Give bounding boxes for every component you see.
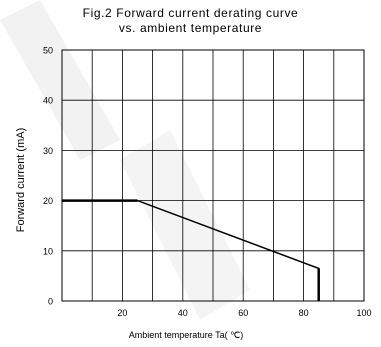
x-tick-labels: 20 40 60 80 100 — [117, 308, 371, 318]
x-axis-label: Ambient temperature Ta( ℃) — [129, 330, 244, 340]
y-tick-label: 0 — [48, 297, 53, 307]
y-tick-label: 10 — [43, 246, 53, 256]
x-tick-label: 40 — [178, 308, 188, 318]
y-tick-label: 50 — [43, 46, 53, 56]
x-tick-label: 80 — [299, 308, 309, 318]
grid — [62, 50, 364, 301]
x-tick-label: 100 — [356, 308, 371, 318]
y-tick-labels: 0 10 20 30 40 50 — [43, 46, 53, 307]
y-axis-label: Forward current (mA) — [15, 128, 27, 233]
chart-title: Fig.2 Forward current derating curve — [82, 6, 299, 20]
x-tick-label: 20 — [117, 308, 127, 318]
y-tick-label: 40 — [43, 96, 53, 106]
x-tick-label: 60 — [238, 308, 248, 318]
chart-subtitle: vs. ambient temperature — [118, 21, 263, 35]
y-tick-label: 20 — [43, 196, 53, 206]
y-tick-label: 30 — [43, 146, 53, 156]
plot-frame — [61, 49, 365, 302]
